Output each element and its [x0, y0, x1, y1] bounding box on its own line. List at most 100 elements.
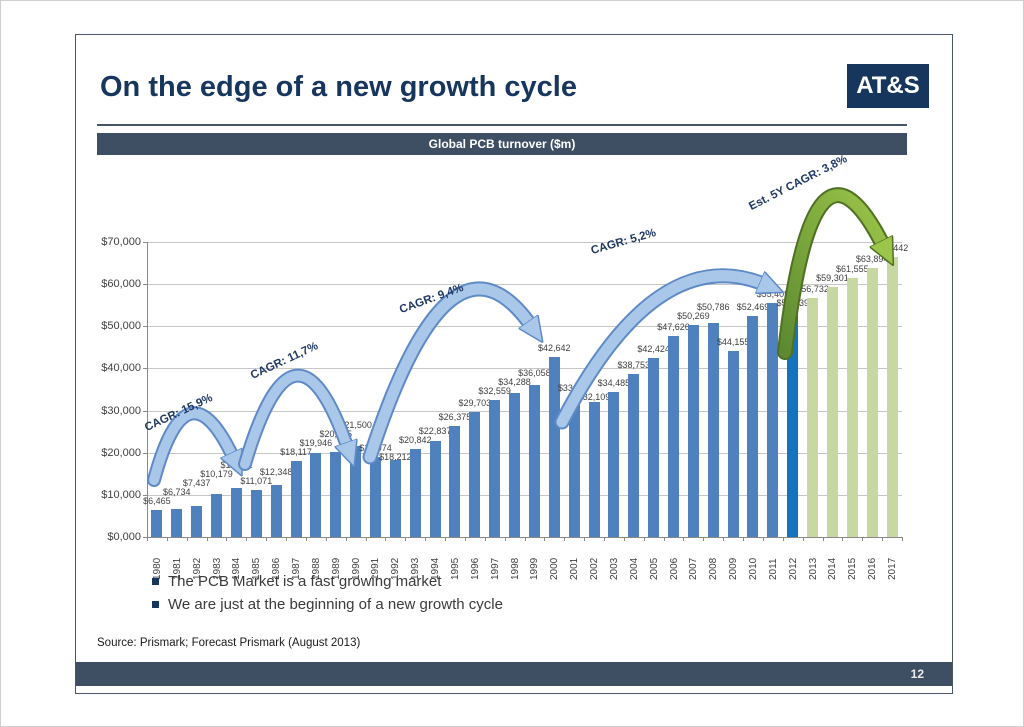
- bar-2003: [608, 391, 620, 537]
- x-axis-tick: [544, 537, 546, 541]
- bar-value-label-1985: $11,071: [240, 476, 273, 487]
- bullet-item: The PCB Market is a fast growing market: [152, 573, 503, 590]
- x-axis-tick: [723, 537, 725, 541]
- bar-2007: [687, 325, 699, 537]
- x-axis-tick: [385, 537, 387, 541]
- x-axis-tick: [902, 537, 903, 541]
- x-axis-tick: [524, 537, 526, 541]
- bar-2013: [807, 297, 819, 537]
- bar-value-label-1982: $7,437: [182, 477, 211, 488]
- bar-value-label-1988: $19,946: [299, 437, 333, 448]
- bar-2004: [628, 373, 640, 537]
- x-axis-tick: [623, 537, 625, 541]
- bullet-item: We are just at the beginning of a new gr…: [152, 596, 503, 613]
- y-axis-tick-label: $20,000: [101, 446, 141, 459]
- x-axis-tick: [782, 537, 784, 541]
- x-axis-label-2011: 2011: [767, 558, 779, 580]
- x-axis-tick: [166, 537, 168, 541]
- x-axis-label-2010: 2010: [747, 557, 759, 580]
- ats-logo: AT&S: [847, 64, 929, 108]
- x-axis-label-2015: 2015: [847, 557, 859, 580]
- x-axis-label-2005: 2005: [648, 557, 660, 580]
- bar-1988: [310, 452, 322, 537]
- x-axis-label-2014: 2014: [827, 557, 839, 580]
- bar-1990: [350, 446, 362, 537]
- bar-2001: [568, 396, 580, 537]
- x-axis-tick: [186, 537, 188, 541]
- bar-1986: [270, 484, 282, 537]
- bar-1991: [369, 457, 381, 537]
- bar-1989: [330, 451, 342, 537]
- gridline: [147, 242, 902, 243]
- bar-2017: [886, 256, 898, 537]
- y-axis-tick-label: $70,000: [101, 236, 141, 248]
- bullet-square-icon: [152, 578, 159, 585]
- x-axis-label-2006: 2006: [668, 557, 680, 580]
- bar-1985: [250, 490, 262, 537]
- gridline: [147, 494, 902, 496]
- x-axis-tick: [862, 537, 864, 541]
- bar-2009: [727, 350, 739, 537]
- x-axis-tick: [703, 537, 705, 541]
- bullet-text: The PCB Market is a fast growing market: [168, 573, 442, 590]
- source-note: Source: Prismark; Forecast Prismark (Aug…: [97, 637, 361, 649]
- x-axis-tick: [743, 537, 745, 541]
- y-axis-tick-label: $30,000: [101, 404, 141, 417]
- x-axis-tick: [345, 537, 347, 541]
- bullet-list: The PCB Market is a fast growing market …: [152, 573, 503, 619]
- bar-2014: [826, 287, 838, 537]
- bar-2011: [767, 303, 779, 537]
- page-number: 12: [910, 667, 924, 681]
- bar-value-label-2000: $42,642: [538, 343, 571, 354]
- y-axis-tick-label: $0,000: [107, 531, 141, 543]
- x-axis-tick: [266, 537, 268, 541]
- bar-1984: [230, 487, 242, 537]
- bar-2012: [787, 305, 799, 537]
- bar-1983: [211, 494, 223, 537]
- x-axis-tick: [683, 537, 685, 541]
- bar-1996: [469, 411, 481, 537]
- y-axis-tick: [143, 494, 147, 496]
- footer-bar: 12: [76, 662, 952, 686]
- y-axis-tick-label: $50,000: [101, 320, 141, 333]
- x-axis-tick: [464, 537, 466, 541]
- x-axis-tick: [842, 537, 844, 541]
- bar-1987: [290, 460, 302, 537]
- slide-title: On the edge of a new growth cycle: [100, 71, 577, 103]
- bar-value-label-2017: $66,442: [875, 242, 909, 253]
- y-axis-tick: [143, 242, 147, 243]
- x-axis-label-2007: 2007: [688, 557, 700, 580]
- y-axis-tick: [143, 284, 147, 286]
- x-axis-tick: [603, 537, 605, 541]
- x-axis-label-2008: 2008: [708, 557, 720, 580]
- x-axis-tick: [663, 537, 665, 541]
- x-axis-tick: [484, 537, 486, 541]
- bar-1981: [171, 508, 183, 537]
- bar-2016: [866, 267, 878, 537]
- bar-1999: [528, 385, 540, 537]
- x-axis-label-1999: 1999: [529, 557, 541, 580]
- bar-1993: [409, 449, 421, 537]
- x-axis-label-2004: 2004: [628, 557, 640, 580]
- x-axis-tick: [643, 537, 645, 541]
- x-axis-tick: [445, 537, 447, 541]
- bar-value-label-1989: $20,185: [319, 428, 353, 439]
- x-axis-label-2003: 2003: [608, 557, 620, 580]
- x-axis-tick: [405, 537, 407, 541]
- y-axis-tick: [143, 326, 147, 328]
- x-axis-label-2013: 2013: [807, 557, 819, 580]
- x-axis-tick: [325, 537, 327, 541]
- bar-2000: [548, 357, 560, 537]
- bar-1994: [429, 440, 441, 537]
- bar-value-label-1990: $21,500: [339, 419, 372, 430]
- x-axis-tick: [305, 537, 307, 541]
- x-axis-tick: [882, 537, 884, 541]
- x-axis-tick: [365, 537, 367, 541]
- bar-2015: [846, 277, 858, 537]
- y-axis-tick: [143, 410, 147, 412]
- bar-1980: [151, 509, 163, 537]
- bar-1992: [389, 460, 401, 537]
- x-axis-tick: [286, 537, 288, 541]
- presentation-slide: On the edge of a new growth cycle AT&S G…: [75, 34, 953, 694]
- x-axis-label-2016: 2016: [867, 557, 879, 580]
